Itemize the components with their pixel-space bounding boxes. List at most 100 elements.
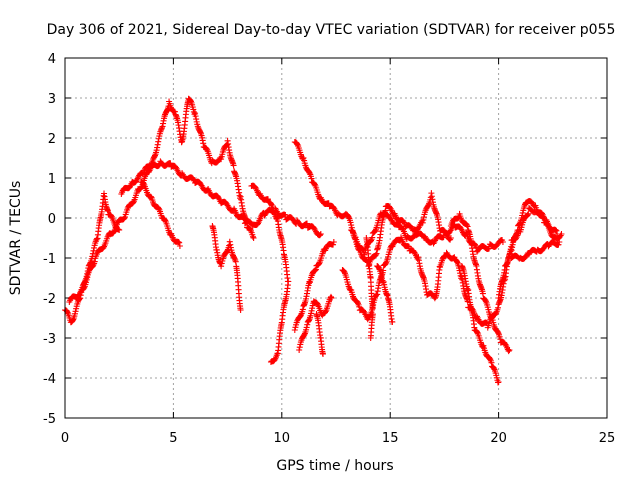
data-point bbox=[72, 308, 79, 315]
data-point bbox=[247, 226, 254, 233]
data-point bbox=[140, 180, 147, 187]
data-point bbox=[176, 243, 183, 249]
data-point bbox=[494, 329, 501, 336]
y-tick-label: 0 bbox=[48, 212, 56, 227]
data-points bbox=[62, 95, 565, 386]
y-tick-label: -1 bbox=[43, 252, 56, 267]
data-point bbox=[301, 331, 308, 338]
y-tick-label: 1 bbox=[48, 172, 56, 187]
data-point bbox=[218, 263, 225, 270]
data-point bbox=[354, 299, 361, 306]
data-point bbox=[382, 260, 389, 267]
data-point bbox=[91, 244, 98, 251]
data-point bbox=[558, 231, 565, 237]
satellite-track-f bbox=[248, 182, 292, 365]
y-tick-label: 2 bbox=[48, 132, 56, 147]
satellite-track-c bbox=[118, 95, 257, 241]
data-point bbox=[121, 214, 128, 221]
data-point bbox=[328, 295, 335, 301]
data-point bbox=[190, 176, 197, 183]
data-point bbox=[506, 347, 513, 353]
data-point bbox=[303, 324, 310, 331]
y-tick-label: -4 bbox=[43, 372, 56, 387]
data-point bbox=[493, 310, 500, 317]
data-point bbox=[175, 239, 182, 246]
data-point bbox=[176, 239, 183, 246]
x-axis-label: GPS time / hours bbox=[276, 458, 393, 474]
data-point bbox=[296, 344, 303, 351]
y-tick-label: -3 bbox=[43, 332, 56, 347]
satellite-track-h bbox=[291, 239, 337, 333]
data-point bbox=[304, 321, 311, 328]
data-point bbox=[553, 227, 560, 234]
data-point bbox=[463, 222, 470, 229]
data-point bbox=[138, 184, 145, 191]
data-point bbox=[317, 232, 324, 239]
data-point bbox=[312, 267, 319, 274]
data-point bbox=[556, 239, 563, 245]
data-point bbox=[171, 108, 178, 115]
data-point bbox=[147, 162, 154, 169]
data-point bbox=[298, 311, 305, 318]
data-point bbox=[373, 292, 380, 299]
data-point bbox=[130, 199, 137, 206]
data-point bbox=[367, 237, 374, 244]
data-point bbox=[265, 196, 272, 203]
data-point bbox=[505, 348, 512, 355]
data-point bbox=[203, 145, 210, 152]
data-point bbox=[319, 351, 326, 357]
satellite-track-e bbox=[209, 223, 244, 313]
x-tick-label: 15 bbox=[382, 431, 399, 446]
data-point bbox=[447, 235, 454, 241]
satellite-track-i bbox=[296, 293, 335, 353]
data-point bbox=[539, 214, 546, 221]
data-point bbox=[330, 241, 337, 248]
data-point bbox=[322, 308, 329, 315]
data-point bbox=[293, 140, 300, 147]
x-tick-label: 20 bbox=[490, 431, 507, 446]
data-point bbox=[224, 247, 231, 254]
data-point bbox=[148, 193, 155, 200]
data-point bbox=[422, 207, 429, 214]
data-point bbox=[400, 218, 407, 225]
data-point bbox=[100, 244, 107, 251]
x-tick-label: 0 bbox=[61, 431, 69, 446]
data-point bbox=[345, 214, 352, 221]
data-point bbox=[230, 162, 237, 169]
satellite-track-b bbox=[66, 158, 324, 305]
data-point bbox=[110, 229, 117, 236]
data-point bbox=[282, 212, 289, 219]
data-point bbox=[524, 211, 531, 218]
satellite-track-p bbox=[458, 263, 502, 386]
data-point bbox=[350, 228, 357, 235]
data-point bbox=[108, 212, 115, 219]
data-point bbox=[540, 215, 547, 222]
data-point bbox=[81, 284, 88, 291]
data-point bbox=[488, 359, 495, 366]
data-point bbox=[367, 335, 374, 341]
data-point bbox=[375, 265, 382, 272]
data-point bbox=[121, 215, 128, 222]
data-point bbox=[299, 306, 306, 313]
data-point bbox=[243, 218, 250, 225]
data-point bbox=[419, 219, 426, 226]
data-point bbox=[312, 266, 319, 273]
data-point bbox=[267, 359, 274, 365]
data-point bbox=[499, 239, 506, 245]
data-point bbox=[372, 251, 379, 258]
data-point bbox=[543, 220, 550, 227]
data-point bbox=[314, 300, 321, 307]
data-point bbox=[490, 365, 497, 372]
x-tick-label: 10 bbox=[274, 431, 291, 446]
data-point bbox=[327, 293, 334, 300]
data-point bbox=[250, 235, 257, 241]
data-point bbox=[431, 295, 438, 302]
data-point bbox=[369, 234, 376, 241]
satellite-track-r bbox=[508, 239, 563, 263]
satellite-track-d bbox=[137, 179, 183, 249]
data-point bbox=[420, 216, 427, 223]
data-point bbox=[555, 241, 562, 248]
data-point bbox=[330, 239, 337, 245]
data-point bbox=[486, 245, 493, 252]
